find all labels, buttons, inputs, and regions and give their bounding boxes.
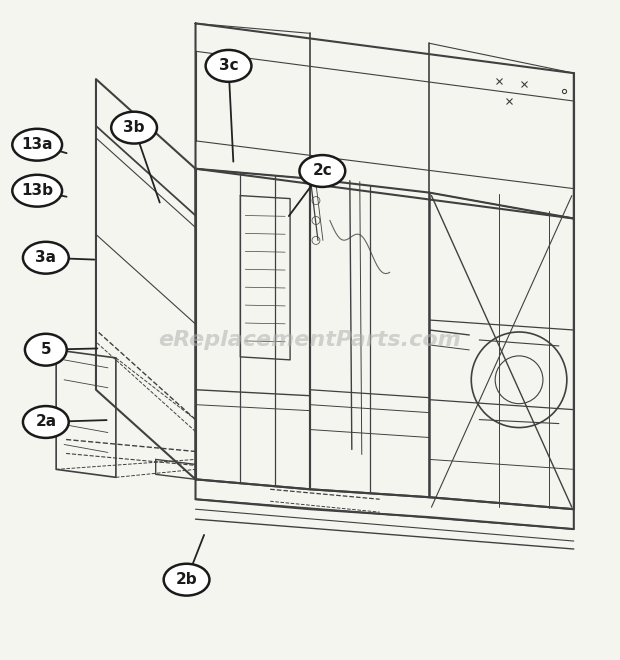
Text: 13a: 13a <box>22 137 53 152</box>
Text: 3c: 3c <box>219 58 238 73</box>
Text: 3a: 3a <box>35 250 56 265</box>
Text: 2a: 2a <box>35 414 56 430</box>
Ellipse shape <box>299 155 345 187</box>
Text: 13b: 13b <box>21 183 53 198</box>
Ellipse shape <box>12 175 62 207</box>
Text: 2b: 2b <box>175 572 197 587</box>
Ellipse shape <box>12 129 62 160</box>
Ellipse shape <box>23 242 69 274</box>
Ellipse shape <box>206 50 252 82</box>
Text: 2c: 2c <box>312 164 332 178</box>
Text: eReplacementParts.com: eReplacementParts.com <box>159 330 461 350</box>
Ellipse shape <box>25 334 67 366</box>
Text: 3b: 3b <box>123 120 145 135</box>
Ellipse shape <box>23 406 69 438</box>
Ellipse shape <box>164 564 210 595</box>
Text: 5: 5 <box>40 343 51 357</box>
Ellipse shape <box>111 112 157 144</box>
